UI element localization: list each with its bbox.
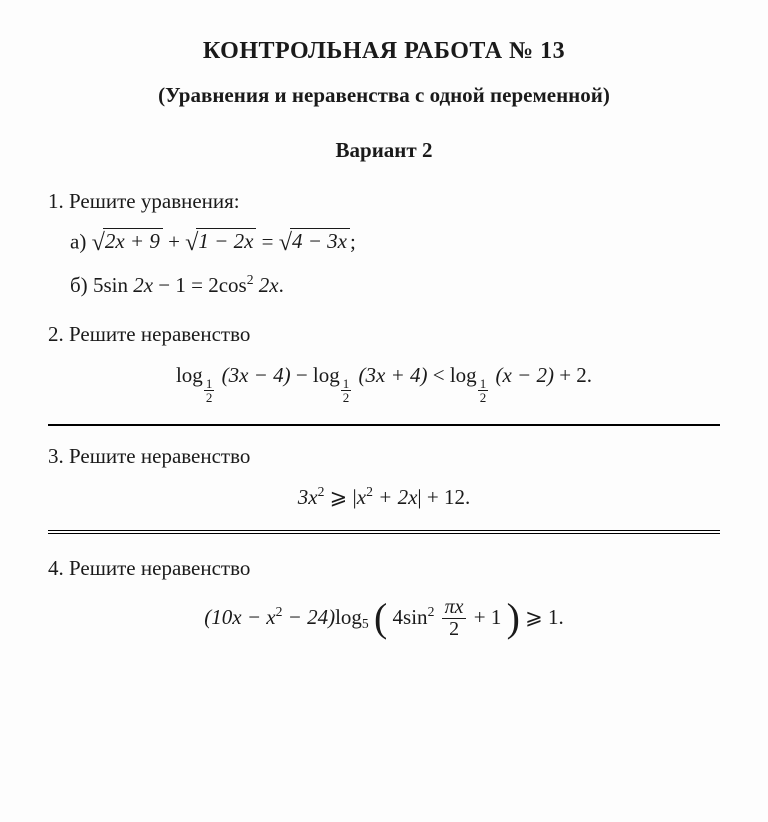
inner-frac: πx 2 — [442, 597, 467, 640]
poly: (10x − x — [204, 605, 275, 629]
log-term-3: log12 — [450, 363, 490, 404]
task-1: 1. Решите уравнения: а) √2x + 9 + √1 − 2… — [48, 189, 720, 302]
task-1a: а) √2x + 9 + √1 − 2x = √4 − 3x ; — [70, 224, 720, 263]
task-4-prompt: 4. Решите неравенство — [48, 556, 720, 581]
divider-double — [48, 530, 720, 534]
task-2-formula: log12 (3x − 4) − log12 (3x + 4) < log12 … — [48, 363, 720, 404]
log-arg-3: (x − 2) — [495, 363, 553, 387]
task-2: 2. Решите неравенство log12 (3x − 4) − l… — [48, 322, 720, 404]
radicand-c: 4 − 3x — [292, 229, 347, 253]
sqrt-term-a: √2x + 9 — [92, 224, 163, 263]
task-prompt-text: Решите неравенство — [69, 444, 250, 468]
log-base: 5 — [362, 616, 369, 631]
lhs-arg: 2x — [133, 273, 153, 297]
lhs-power: 2 — [318, 484, 325, 499]
task-prompt-text: Решите уравнения: — [69, 189, 240, 213]
lhs-fn: sin — [103, 273, 128, 297]
inner-tail: + 1 — [474, 605, 502, 629]
suffix: ; — [350, 229, 356, 253]
frac-num: 1 — [204, 377, 215, 390]
frac-den: 2 — [478, 390, 489, 404]
sqrt-term-b: √1 − 2x — [185, 224, 256, 263]
worksheet-page: КОНТРОЛЬНАЯ РАБОТА № 13 (Уравнения и нер… — [0, 0, 768, 822]
radicand-a: 2x + 9 — [105, 229, 160, 253]
log-label: log — [335, 605, 362, 629]
task-4-formula: (10x − x2 − 24)log5 ( 4sin2 πx 2 + 1 ) ⩾… — [48, 597, 720, 640]
plus-op: + — [168, 229, 185, 253]
log-term-1: log12 — [176, 363, 216, 404]
inner-coeff: 4 — [393, 605, 404, 629]
task-1b: б) 5sin 2x − 1 = 2cos2 2x. — [70, 269, 720, 303]
frac-num: 1 — [478, 377, 489, 390]
task-1-prompt: 1. Решите уравнения: — [48, 189, 720, 214]
equals-op: = — [191, 273, 208, 297]
task-3-prompt: 3. Решите неравенство — [48, 444, 720, 469]
subtask-letter: а) — [70, 229, 86, 253]
inner-fn: sin — [403, 605, 428, 629]
geq-op: ⩾ — [525, 605, 548, 629]
frac-den: 2 — [442, 618, 467, 640]
op-minus: − — [296, 363, 313, 387]
log-arg-2: (3x + 4) — [359, 363, 428, 387]
abs-rest: + 2x — [373, 485, 418, 509]
task-number: 3. — [48, 444, 64, 468]
log-arg-1: (3x − 4) — [222, 363, 291, 387]
frac-den: 2 — [204, 390, 215, 404]
lhs-const: − 1 — [153, 273, 186, 297]
abs-a-power: 2 — [366, 484, 373, 499]
tail: + 12. — [427, 485, 470, 509]
rhs-coeff: 2 — [208, 273, 219, 297]
suffix: . — [279, 273, 284, 297]
task-number: 1. — [48, 189, 64, 213]
geq-op: ⩾ — [330, 485, 353, 509]
log-term-2: log12 — [313, 363, 353, 404]
op-less: < — [433, 363, 450, 387]
lhs-coeff: 5 — [93, 273, 104, 297]
inner-power: 2 — [428, 604, 435, 619]
lhs: 3x — [298, 485, 318, 509]
task-number: 2. — [48, 322, 64, 346]
rhs-power: 2 — [247, 272, 254, 287]
task-number: 4. — [48, 556, 64, 580]
task-2-prompt: 2. Решите неравенство — [48, 322, 720, 347]
frac-num: πx — [442, 597, 467, 618]
rhs: 1. — [548, 605, 564, 629]
task-3: 3. Решите неравенство 3x2 ⩾ |x2 + 2x| + … — [48, 444, 720, 510]
page-subtitle: (Уравнения и неравенства с одной перемен… — [48, 83, 720, 108]
subtask-letter: б) — [70, 273, 88, 297]
tail: + 2. — [559, 363, 592, 387]
divider-single — [48, 424, 720, 426]
task-4: 4. Решите неравенство (10x − x 2 − 24)log… — [48, 556, 720, 640]
radicand-b: 1 − 2x — [198, 229, 253, 253]
task-3-formula: 3x2 ⩾ |x2 + 2x| + 12. — [48, 485, 720, 510]
page-title: КОНТРОЛЬНАЯ РАБОТА № 13 — [48, 38, 720, 65]
abs-a: x — [357, 485, 366, 509]
rhs-fn: cos — [219, 273, 247, 297]
frac-den: 2 — [341, 390, 352, 404]
equals-op: = — [262, 229, 279, 253]
poly-rest: − 24) — [282, 605, 335, 629]
rhs-arg: 2x — [259, 273, 279, 297]
task-prompt-text: Решите неравенство — [69, 322, 250, 346]
log5: log5 — [335, 605, 369, 629]
variant-label: Вариант 2 — [48, 138, 720, 163]
sqrt-term-c: √4 − 3x — [279, 224, 350, 263]
frac-num: 1 — [341, 377, 352, 390]
task-prompt-text: Решите неравенство — [69, 556, 250, 580]
